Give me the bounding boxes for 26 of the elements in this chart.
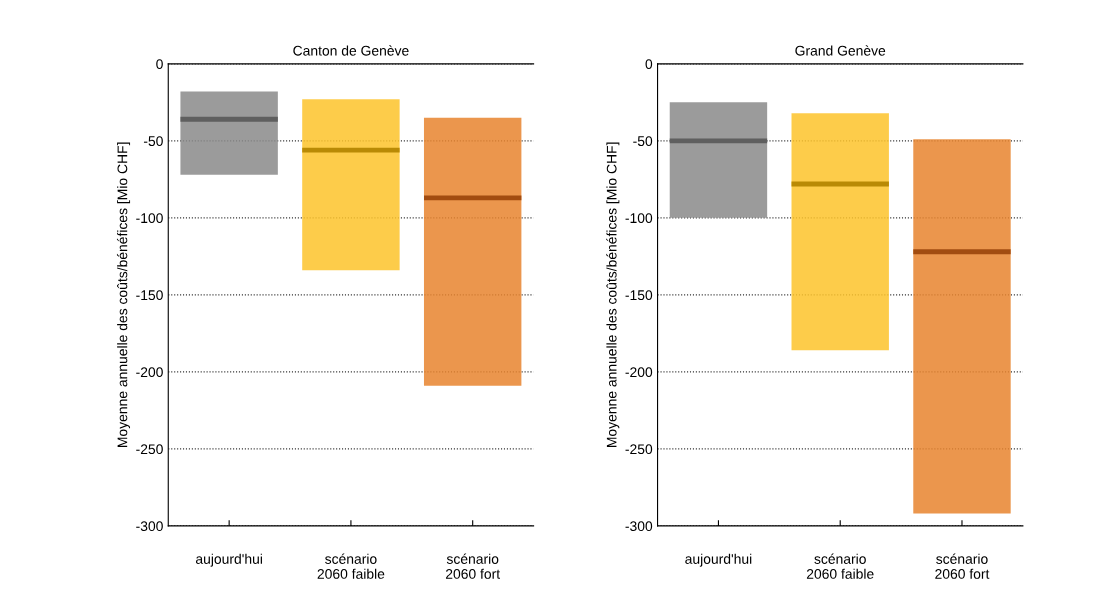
- y-tick-label: -250: [136, 444, 163, 455]
- y-tick-label: -150: [136, 290, 163, 301]
- y-tick-label: 0: [645, 59, 653, 70]
- chart-title: Grand Genève: [795, 45, 886, 56]
- y-tick-label: -200: [625, 367, 653, 378]
- y-tick-label: -300: [136, 521, 163, 532]
- x-tick-label: aujourd'hui: [195, 553, 262, 567]
- x-tick-label: scénario 2060 faible: [317, 553, 385, 579]
- y-tick-label: -50: [633, 136, 653, 147]
- x-tick-label: scénario 2060 fort: [935, 553, 990, 579]
- y-tick-label: -100: [625, 213, 653, 224]
- y-tick-label: 0: [156, 59, 163, 70]
- bar: [913, 139, 1011, 514]
- y-axis-title: Moyenne annuelle des coûts/bénéfices [Mio CHF]: [116, 142, 131, 447]
- x-tick-label: aujourd'hui: [685, 553, 752, 567]
- y-tick-label: -200: [136, 367, 163, 378]
- chart-title: Canton de Genève: [293, 45, 409, 56]
- bar: [791, 113, 889, 351]
- x-tick-label: scénario 2060 faible: [806, 553, 874, 579]
- y-tick-label: -250: [625, 444, 653, 455]
- y-tick-label: -100: [136, 213, 163, 224]
- y-axis-title: Moyenne annuelle des coûts/bénéfices [Mio CHF]: [606, 142, 620, 447]
- y-tick-label: -50: [143, 136, 163, 147]
- x-tick-label: scénario 2060 fort: [445, 553, 500, 579]
- y-tick-label: -150: [625, 290, 653, 301]
- y-tick-label: -300: [625, 521, 653, 532]
